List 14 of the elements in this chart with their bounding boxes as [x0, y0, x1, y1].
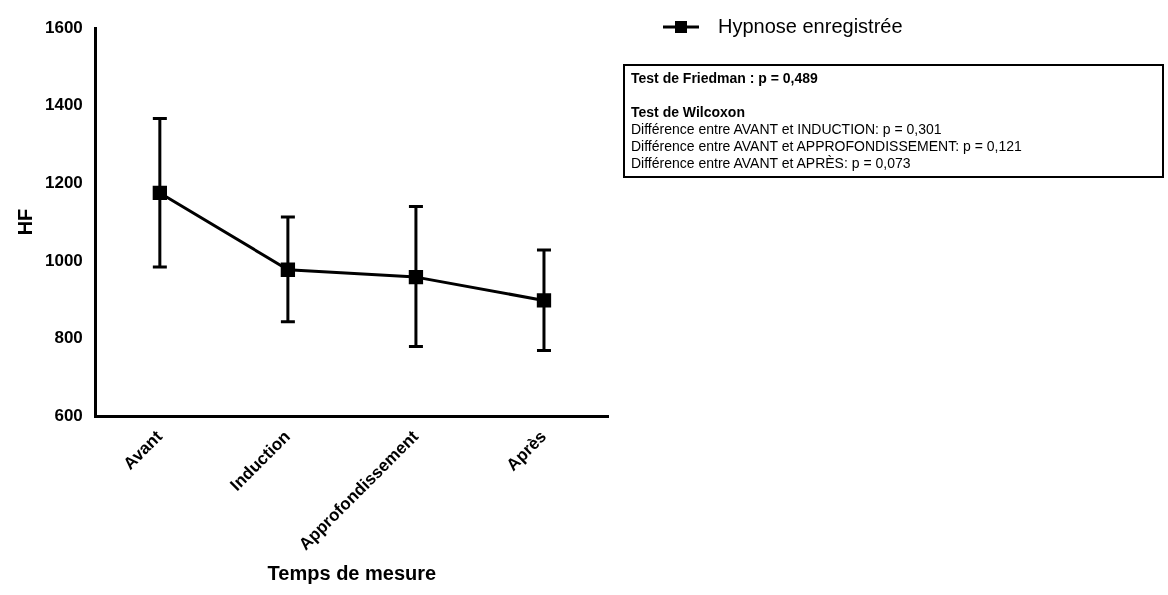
y-tick-label: 600 — [54, 405, 83, 425]
y-tick-label: 800 — [54, 328, 83, 348]
y-tick-label: 1200 — [44, 172, 83, 192]
y-tick-label: 1400 — [44, 95, 83, 115]
y-axis-title: HF — [13, 208, 36, 236]
text: Différence entre AVANT et INDUCTION: p = 0,301 — [631, 121, 943, 138]
text: Différence entre AVANT et APPROFONDISSEMENT: p = 0,121 — [631, 138, 1023, 155]
text: Test de Wilcoxon — [631, 104, 746, 121]
y-tick-label: 1000 — [44, 250, 83, 270]
text: Test de Friedman : p = 0,489 — [631, 70, 819, 87]
x-axis-title: Temps de mesure — [267, 561, 437, 584]
legend-label: Hypnose enregistrée — [718, 14, 903, 37]
text: Différence entre AVANT et APRÈS: p = 0,073 — [631, 155, 912, 172]
y-tick-label: 1600 — [44, 17, 83, 37]
